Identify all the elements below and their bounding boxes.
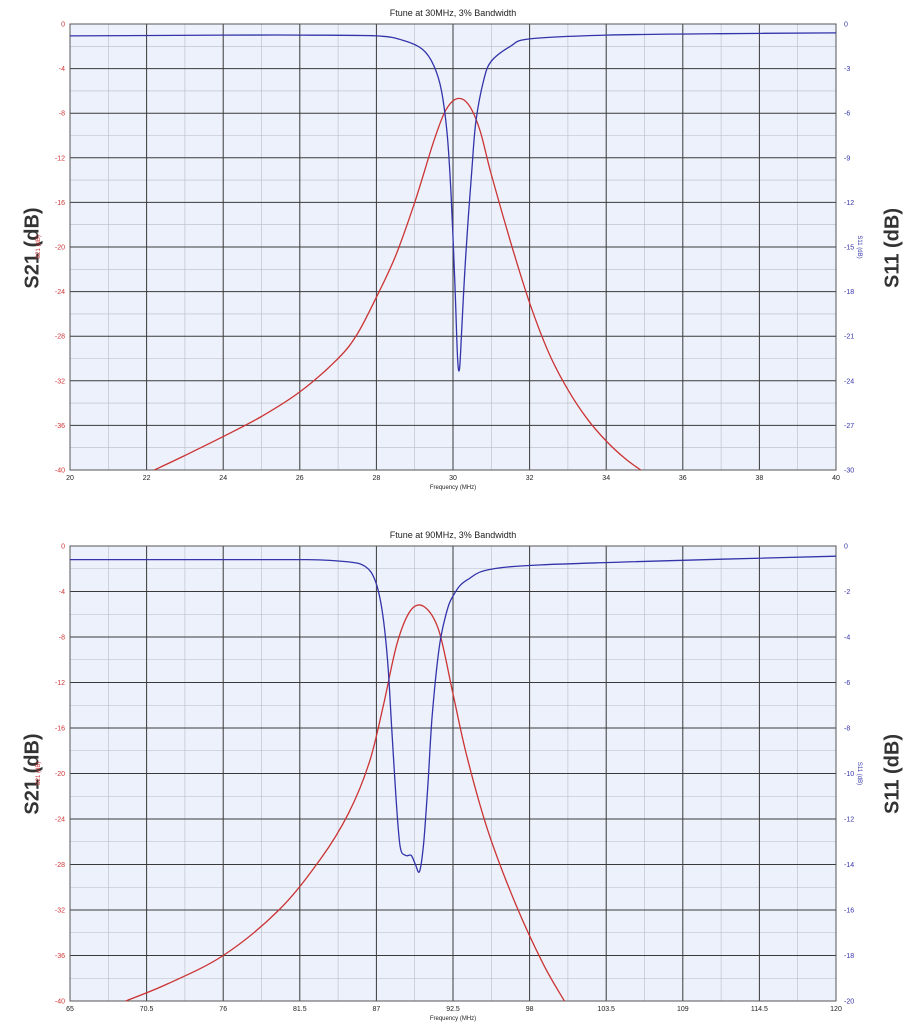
plot-border [69,545,837,1002]
y-left-tick-label: -28 [55,862,65,869]
x-tick-label: 28 [373,475,381,482]
y-left-tick-label: -40 [55,999,65,1006]
y-left-tick-label: -36 [55,953,65,960]
y-left-tick-label: -8 [59,635,65,642]
y-right-tick-label: -6 [844,680,850,687]
y-left-tick-label: -12 [55,155,65,162]
x-axis-label: Frequency (MHz) [430,485,476,491]
x-tick-label: 36 [679,475,687,482]
y-left-tick-label: -40 [55,468,65,475]
series-line-s21 [125,604,565,1002]
chart-1: 20 22 24 26 28 30 32 34 36 38 40 0 -4 -8 -12 -16 -20 -24 -… [36,8,862,491]
series-line-s11 [70,555,837,873]
y-left-tick-label: -32 [55,908,65,915]
y-left-tick-label: -8 [59,111,65,118]
y-left-tick-label: -4 [59,66,65,73]
y-right-tick-label: -24 [844,378,854,385]
y-right-tick-label: -20 [844,999,854,1006]
x-tick-label: 38 [756,475,764,482]
y-right-tick-label: -14 [844,862,854,869]
y-left-axis-label: S21 (dB) [36,762,42,786]
chart-title: Ftune at 90MHz, 3% Bandwidth [390,530,517,540]
y-right-tick-label: -2 [844,589,850,596]
y-left-tick-label: -20 [55,245,65,252]
series-line-s11 [69,32,837,372]
y-right-axis-label: S11 (dB) [856,762,862,785]
series-line-s21 [154,97,642,471]
y-left-tick-label: -12 [55,680,65,687]
x-tick-label: 70.5 [140,1006,154,1013]
x-tick-label: 87 [373,1006,381,1013]
y-left-tick-label: -28 [55,334,65,341]
y-left-tick-label: -36 [55,423,65,430]
y-right-tick-label: -27 [844,423,854,430]
y-right-tick-label: -8 [844,726,850,733]
y-left-tick-label: -24 [55,289,65,296]
y-right-tick-label: 0 [844,22,848,29]
x-tick-label: 30 [449,475,457,482]
y-right-tick-label: -15 [844,245,854,252]
y-left-tick-label: -32 [55,378,65,385]
y-right-tick-label: -18 [844,953,854,960]
x-tick-label: 98 [526,1006,534,1013]
x-tick-label: 20 [66,475,74,482]
x-tick-label: 114.5 [751,1006,768,1013]
x-tick-label: 40 [832,475,840,482]
y-right-tick-label: -18 [844,289,854,296]
x-tick-label: 65 [66,1006,74,1013]
chart-title: Ftune at 30MHz, 3% Bandwidth [390,8,517,18]
x-tick-label: 109 [677,1006,689,1013]
y-left-tick-label: 0 [61,544,65,551]
y-left-tick-label: -20 [55,771,65,778]
y-right-tick-label: -3 [844,66,850,73]
plot-border [69,23,837,471]
y-left-tick-label: -24 [55,817,65,824]
x-tick-label: 32 [526,475,534,482]
x-tick-label: 22 [143,475,151,482]
x-tick-label: 26 [296,475,304,482]
x-axis-label: Frequency (MHz) [430,1016,476,1022]
y-right-tick-label: -6 [844,111,850,118]
x-tick-label: 120 [830,1006,842,1013]
y-right-tick-label: -16 [844,908,854,915]
chart-2: 65 70.5 76 81.5 87 92.5 98 103.5 109 114.5 120 0 -4 -… [36,530,862,1022]
y-left-tick-label: 0 [61,22,65,29]
y-right-tick-label: 0 [844,544,848,551]
x-tick-label: 92.5 [446,1006,460,1013]
y-right-tick-label: -12 [844,817,854,824]
y-right-tick-label: -30 [844,468,854,475]
y-left-tick-label: -16 [55,726,65,733]
y-right-axis-label: S11 (dB) [856,235,862,258]
y-left-tick-label: -16 [55,200,65,207]
y-left-axis-label: S21 (dB) [36,235,42,259]
x-tick-label: 24 [219,475,227,482]
y-right-tick-label: -10 [844,771,854,778]
x-tick-label: 34 [602,475,610,482]
y-right-tick-label: -21 [844,334,854,341]
x-tick-label: 103.5 [597,1006,615,1013]
y-right-tick-label: -4 [844,635,850,642]
x-tick-label: 76 [219,1006,227,1013]
y-right-tick-label: -9 [844,155,850,162]
x-tick-label: 81.5 [293,1006,307,1013]
y-right-tick-label: -12 [844,200,854,207]
y-left-tick-label: -4 [59,589,65,596]
